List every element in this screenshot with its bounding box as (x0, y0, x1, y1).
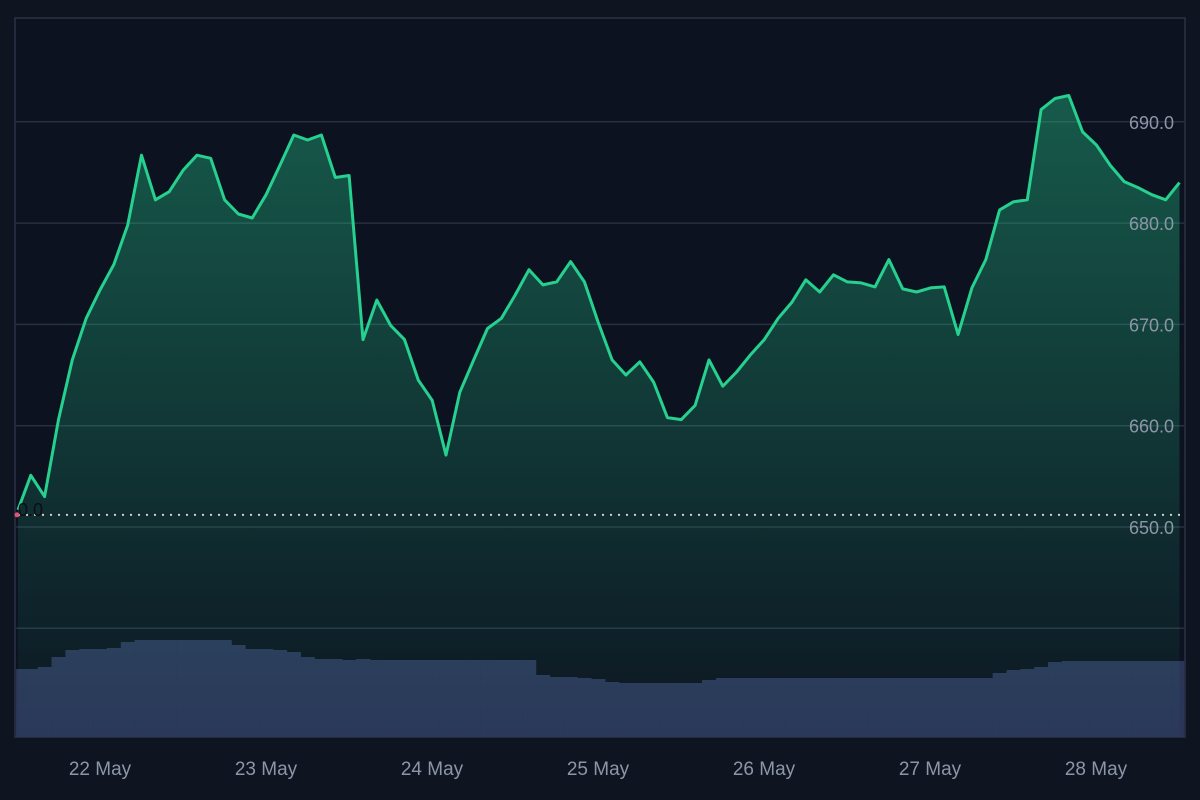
baseline-label: 0.0 (18, 500, 43, 520)
y-tick-label: 650.0 (1129, 518, 1174, 538)
y-tick-label: 660.0 (1129, 417, 1174, 437)
x-tick-label: 27 May (899, 759, 962, 780)
x-tick-label: 28 May (1065, 759, 1128, 780)
price-line (16, 94, 1181, 511)
baseline-marker (14, 512, 20, 518)
y-tick-label: 680.0 (1129, 214, 1174, 234)
price-area-fill (18, 95, 1180, 737)
x-tick-label: 25 May (567, 759, 630, 780)
x-tick-label: 26 May (733, 759, 796, 780)
y-tick-label: 670.0 (1129, 315, 1174, 335)
x-tick-label: 24 May (401, 759, 464, 780)
x-tick-label: 22 May (69, 759, 132, 780)
x-tick-label: 23 May (235, 759, 298, 780)
y-tick-label: 690.0 (1129, 113, 1174, 133)
